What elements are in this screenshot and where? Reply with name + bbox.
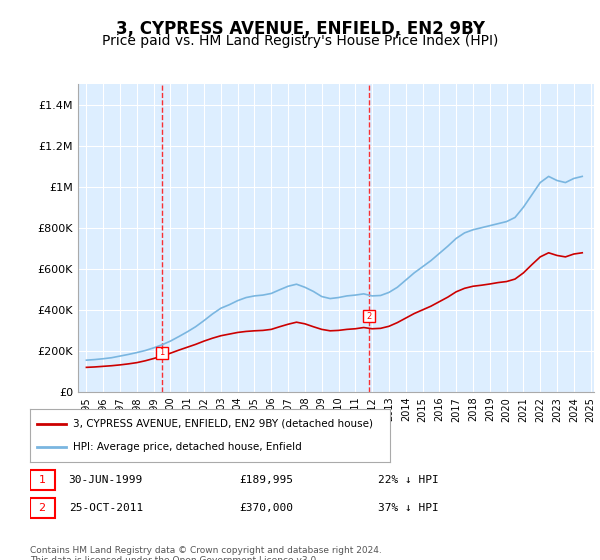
- Text: 30-JUN-1999: 30-JUN-1999: [68, 475, 143, 485]
- Text: Price paid vs. HM Land Registry's House Price Index (HPI): Price paid vs. HM Land Registry's House …: [102, 34, 498, 48]
- Text: HPI: Average price, detached house, Enfield: HPI: Average price, detached house, Enfi…: [73, 442, 302, 452]
- FancyBboxPatch shape: [30, 498, 55, 518]
- Text: 37% ↓ HPI: 37% ↓ HPI: [378, 503, 439, 513]
- Text: 3, CYPRESS AVENUE, ENFIELD, EN2 9BY: 3, CYPRESS AVENUE, ENFIELD, EN2 9BY: [115, 20, 485, 38]
- Text: 1: 1: [160, 348, 164, 357]
- Text: 3, CYPRESS AVENUE, ENFIELD, EN2 9BY (detached house): 3, CYPRESS AVENUE, ENFIELD, EN2 9BY (det…: [73, 419, 373, 429]
- Text: 2: 2: [366, 311, 371, 320]
- Text: Contains HM Land Registry data © Crown copyright and database right 2024.
This d: Contains HM Land Registry data © Crown c…: [30, 546, 382, 560]
- Text: 2: 2: [38, 503, 46, 513]
- FancyBboxPatch shape: [30, 470, 55, 490]
- Text: £370,000: £370,000: [240, 503, 294, 513]
- Text: 22% ↓ HPI: 22% ↓ HPI: [378, 475, 439, 485]
- Text: 25-OCT-2011: 25-OCT-2011: [68, 503, 143, 513]
- Text: £189,995: £189,995: [240, 475, 294, 485]
- Text: 1: 1: [38, 475, 46, 485]
